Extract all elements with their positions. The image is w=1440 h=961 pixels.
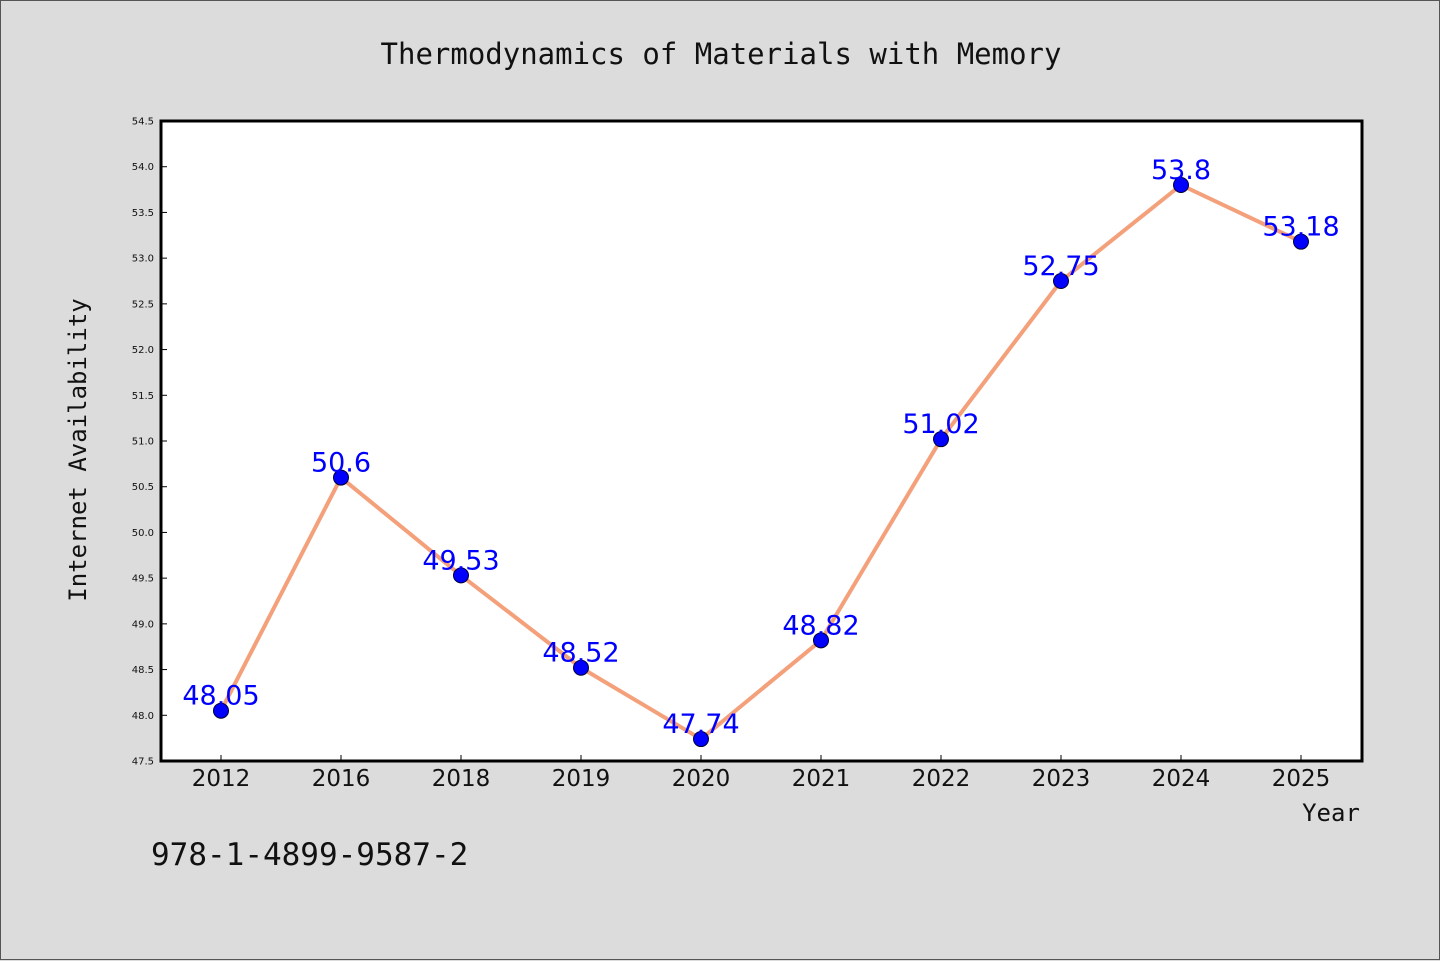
data-point	[1173, 177, 1189, 193]
y-tick-label: 49.0	[132, 619, 154, 630]
y-tick-label: 54.0	[132, 162, 154, 173]
footer-isbn: 978-1-4899-9587-2	[151, 837, 468, 873]
x-tick-label: 2019	[552, 766, 611, 792]
y-tick-label: 49.5	[132, 574, 154, 585]
y-tick-label: 52.5	[132, 299, 154, 310]
y-tick-label: 50.5	[132, 482, 154, 493]
data-point	[573, 659, 589, 676]
data-label: 53.18	[1262, 212, 1339, 243]
data-point	[933, 431, 949, 448]
data-point	[693, 731, 709, 748]
data-label: 51.02	[902, 409, 979, 440]
data-labels-group: 48.05 50.6 49.53 48.52 47.74 48.82 51.02 52.75 5…	[182, 155, 1339, 740]
y-tick-label: 48.0	[132, 711, 154, 722]
x-tick-label: 2018	[432, 766, 491, 792]
series-line-group	[219, 183, 1303, 742]
y-axis-label: Internet Availability	[64, 298, 92, 601]
x-axis-label: Year	[1302, 799, 1360, 827]
data-point	[453, 567, 469, 584]
x-tick-label: 2023	[1032, 766, 1091, 792]
x-tick-label: 2025	[1272, 766, 1331, 792]
data-label: 47.74	[662, 709, 739, 740]
x-tick-label: 2021	[792, 766, 851, 792]
data-point	[1053, 273, 1069, 289]
plot-area	[159, 119, 1364, 763]
data-label: 50.6	[311, 448, 371, 479]
data-label: 53.8	[1151, 155, 1211, 186]
chart-title: Thermodynamics of Materials with Memory	[381, 37, 1062, 71]
y-tick-label: 50.0	[132, 528, 154, 539]
y-tick-label: 52.0	[132, 345, 154, 356]
data-point	[1293, 233, 1309, 250]
markers-group	[213, 177, 1309, 748]
data-point	[333, 469, 349, 486]
data-point	[213, 702, 229, 719]
data-label: 48.52	[542, 638, 619, 669]
y-tick-label: 53.5	[132, 208, 154, 219]
data-label: 49.53	[422, 545, 499, 576]
x-tick-label: 2020	[672, 766, 731, 792]
data-label: 48.05	[182, 681, 259, 712]
y-axis: 47.5 48.0 48.5 49.0 49.5 50.0 50.5 51.0 51.5 52.0…	[132, 117, 167, 768]
x-tick-label: 2012	[192, 766, 251, 792]
data-label: 48.82	[782, 610, 859, 641]
y-tick-label: 47.5	[132, 757, 154, 768]
x-axis: 2012 2016 2018 2019 2020 2021 2022 2023 2024 2025	[192, 755, 1331, 792]
y-tick-label: 51.5	[132, 391, 154, 402]
x-tick-label: 2024	[1152, 766, 1211, 792]
data-label: 52.75	[1022, 251, 1099, 282]
y-tick-label: 53.0	[132, 254, 154, 265]
x-tick-label: 2016	[312, 766, 371, 792]
x-tick-label: 2022	[912, 766, 971, 792]
data-point	[813, 632, 829, 649]
series-line	[219, 183, 1303, 742]
y-tick-label: 51.0	[132, 437, 154, 448]
y-tick-label: 48.5	[132, 665, 154, 676]
y-tick-label: 54.5	[132, 117, 154, 128]
